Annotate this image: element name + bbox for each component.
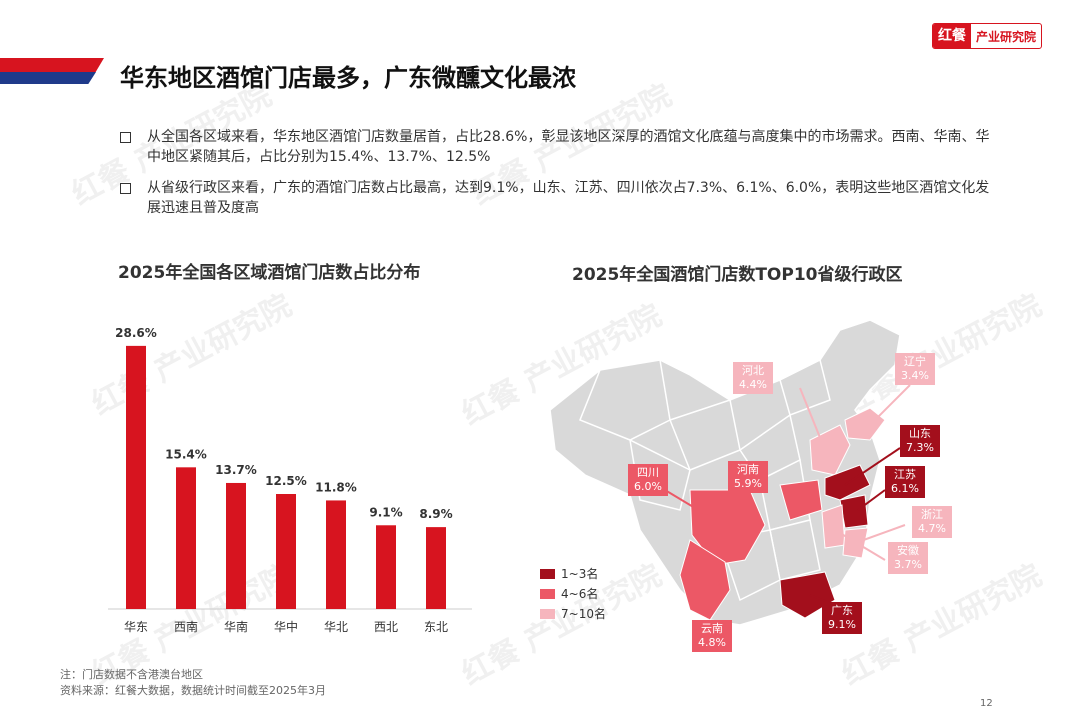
map-label-hebei: 河北 4.4% <box>733 362 773 394</box>
map-label-yunnan: 云南 4.8% <box>692 620 732 652</box>
footnote-source: 资料来源：红餐大数据，数据统计时间截至2025年3月 <box>60 684 326 697</box>
bar-华南 <box>226 482 246 609</box>
legend-item: 1~3名 <box>540 565 598 582</box>
map-label-guangdong: 广东 9.1% <box>822 602 862 634</box>
footnote-note: 注：门店数据不含港澳台地区 <box>60 668 203 681</box>
region-name: 四川 <box>636 466 659 479</box>
map-top10 <box>679 407 886 621</box>
bullet-point: 从省级行政区来看，广东的酒馆门店数占比最高，达到9.1%，山东、江苏、四川依次占… <box>120 178 1000 218</box>
region-value: 7.3% <box>906 441 934 454</box>
x-tick-label: 华中 <box>274 619 298 634</box>
x-tick-label: 华南 <box>224 619 248 634</box>
square-bullet-icon <box>120 183 131 194</box>
map-chart-title: 2025年全国酒馆门店数TOP10省级行政区 <box>572 265 903 285</box>
region-name: 山东 <box>908 427 931 440</box>
bar-chart: 28.6% 华东 15.4% 西南 13.7% 华南 12.5% 华中 11.8% 华北 9.1% 西… <box>108 326 472 634</box>
bullet-text: 从全国各区域来看，华东地区酒馆门店数量居首，占比28.6%，彰显该地区深厚的酒馆… <box>147 129 990 165</box>
region-jiangsu <box>839 494 869 529</box>
x-tick-label: 西北 <box>374 620 398 634</box>
china-map <box>549 319 911 626</box>
logo: 红餐 产业研究院 <box>932 23 1043 49</box>
data-label: 15.4% <box>165 447 207 461</box>
region-liaoning <box>844 407 886 441</box>
legend-swatch <box>540 568 555 579</box>
legend-swatch <box>540 608 555 619</box>
region-name: 河南 <box>736 463 759 476</box>
region-value: 5.9% <box>734 477 762 490</box>
legend-item: 7~10名 <box>540 605 606 622</box>
data-label: 11.8% <box>315 480 357 494</box>
region-value: 9.1% <box>828 618 856 631</box>
map-label-shandong: 山东 7.3% <box>900 425 940 457</box>
bar-chart-title: 2025年全国各区域酒馆门店数占比分布 <box>118 263 421 283</box>
page-title: 华东地区酒馆门店最多，广东微醺文化最浓 <box>120 64 576 92</box>
region-guangdong <box>779 571 836 619</box>
region-value: 6.1% <box>891 482 919 495</box>
region-value: 4.7% <box>918 522 946 535</box>
region-name: 江苏 <box>893 468 916 481</box>
bar-西南 <box>176 467 196 609</box>
logo-text: 产业研究院 <box>976 29 1037 44</box>
map-label-anhui: 安徽 3.7% <box>888 542 928 574</box>
region-value: 6.0% <box>634 480 662 493</box>
data-label: 9.1% <box>369 505 402 519</box>
region-anhui <box>821 504 846 549</box>
region-name: 河北 <box>741 364 764 377</box>
data-label: 8.9% <box>419 507 452 521</box>
page-number: 12 <box>980 698 993 709</box>
legend-item: 4~6名 <box>540 585 598 602</box>
bar-华东 <box>126 345 146 609</box>
data-label: 28.6% <box>115 326 157 340</box>
map-label-liaoning: 辽宁 3.4% <box>895 353 935 385</box>
x-tick-label: 华北 <box>324 620 348 634</box>
region-value: 4.8% <box>698 636 726 649</box>
legend-label: 7~10名 <box>561 607 606 621</box>
logo-mark: 红餐 <box>933 24 971 48</box>
region-name: 安徽 <box>896 544 919 557</box>
region-name: 云南 <box>700 622 723 635</box>
footnote: 注：门店数据不含港澳台地区 资料来源：红餐大数据，数据统计时间截至2025年3月 <box>60 667 326 699</box>
bar-华北 <box>326 500 346 609</box>
region-name: 广东 <box>830 604 853 617</box>
bullet-text: 从省级行政区来看，广东的酒馆门店数占比最高，达到9.1%，山东、江苏、四川依次占… <box>147 180 990 216</box>
bar-华中 <box>276 494 296 609</box>
x-tick-label: 华东 <box>124 620 148 634</box>
legend-label: 1~3名 <box>561 567 599 581</box>
region-value: 3.7% <box>894 558 922 571</box>
legend-swatch <box>540 588 555 599</box>
region-value: 3.4% <box>901 369 929 382</box>
bar-东北 <box>426 527 446 609</box>
map-leader-lines <box>664 384 911 619</box>
square-bullet-icon <box>120 132 131 143</box>
bar-西北 <box>376 525 396 609</box>
x-tick-label: 东北 <box>424 620 448 634</box>
map-label-zhejiang: 浙江 4.7% <box>912 506 952 538</box>
bullet-point: 从全国各区域来看，华东地区酒馆门店数量居首，占比28.6%，彰显该地区深厚的酒馆… <box>120 127 1000 167</box>
map-label-henan: 河南 5.9% <box>728 461 768 493</box>
legend-label: 4~6名 <box>561 587 599 601</box>
map-label-sichuan: 四川 6.0% <box>628 464 668 496</box>
map-label-jiangsu: 江苏 6.1% <box>885 466 925 498</box>
data-label: 13.7% <box>215 463 257 477</box>
data-label: 12.5% <box>265 474 307 488</box>
region-value: 4.4% <box>739 378 767 391</box>
header-accent-red <box>0 58 104 72</box>
region-name: 辽宁 <box>903 355 926 368</box>
header-accent-navy <box>0 72 96 84</box>
x-tick-label: 西南 <box>174 619 198 634</box>
region-name: 浙江 <box>920 508 943 521</box>
